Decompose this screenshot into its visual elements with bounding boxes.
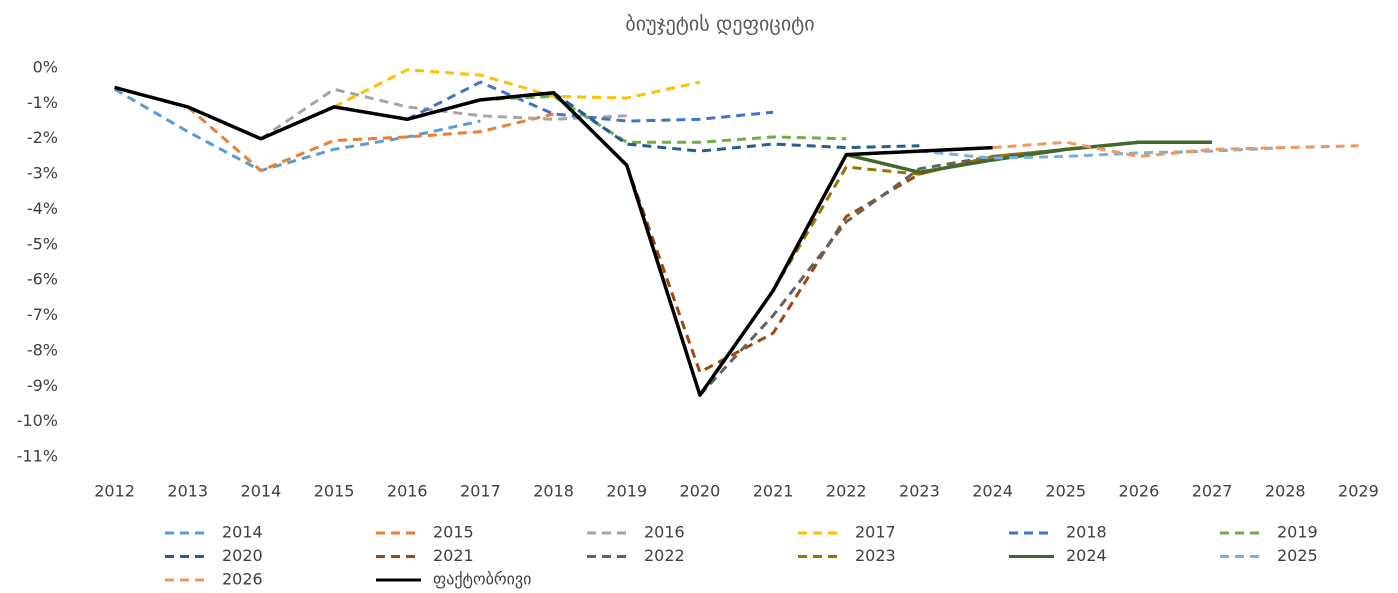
series-line [698, 147, 1066, 397]
x-tick-label: 2026 [1119, 482, 1160, 501]
x-tick-label: 2025 [1045, 482, 1086, 501]
legend-label: 2017 [855, 523, 896, 542]
series-line [625, 154, 993, 374]
x-tick-label: 2024 [972, 482, 1013, 501]
y-tick-label: -9% [27, 376, 58, 395]
legend-label: 2016 [644, 523, 685, 542]
series-line [552, 91, 920, 153]
x-tick-label: 2029 [1338, 482, 1379, 501]
series-line [186, 105, 554, 173]
series-line [845, 140, 1213, 175]
legend-label: 2021 [433, 546, 474, 565]
x-tick-label: 2012 [94, 482, 135, 501]
legend-label: 2026 [222, 570, 263, 589]
legend-label: 2014 [222, 523, 263, 542]
y-tick-label: -7% [27, 305, 58, 324]
legend-label: 2018 [1066, 523, 1107, 542]
series-line [333, 68, 701, 109]
x-tick-label: 2014 [241, 482, 282, 501]
y-tick-label: -3% [27, 164, 58, 183]
y-tick-label: -2% [27, 128, 58, 147]
legend-label: 2019 [1277, 523, 1318, 542]
y-tick-label: -1% [27, 93, 58, 112]
x-tick-label: 2013 [167, 482, 208, 501]
legend-label: 2015 [433, 523, 474, 542]
y-tick-label: -10% [17, 411, 58, 430]
legend-label: 2022 [644, 546, 685, 565]
x-tick-label: 2022 [826, 482, 867, 501]
y-tick-label: -4% [27, 199, 58, 218]
y-tick-label: -11% [17, 447, 58, 466]
series-line [114, 85, 993, 397]
x-tick-label: 2018 [533, 482, 574, 501]
x-tick-label: 2028 [1265, 482, 1306, 501]
legend-label: 2025 [1277, 546, 1318, 565]
y-tick-label: 0% [33, 58, 58, 77]
y-tick-label: -8% [27, 340, 58, 359]
x-tick-label: 2023 [899, 482, 940, 501]
series-line [406, 80, 774, 123]
legend-label: 2023 [855, 546, 896, 565]
y-tick-label: -5% [27, 234, 58, 253]
series-line [992, 140, 1359, 158]
x-tick-label: 2015 [314, 482, 355, 501]
chart-title: ბიუჯეტის დეფიციტი [625, 12, 814, 36]
x-tick-label: 2027 [1192, 482, 1233, 501]
series-line [480, 94, 847, 144]
legend-label: 2020 [222, 546, 263, 565]
y-tick-label: -6% [27, 270, 58, 289]
x-tick-label: 2020 [680, 482, 721, 501]
x-tick-label: 2019 [606, 482, 647, 501]
x-tick-label: 2016 [387, 482, 428, 501]
series-line [113, 87, 481, 173]
legend-label: ფაქტობრივი [433, 570, 531, 589]
legend-label: 2024 [1066, 546, 1107, 565]
x-tick-label: 2021 [753, 482, 794, 501]
x-tick-label: 2017 [460, 482, 501, 501]
